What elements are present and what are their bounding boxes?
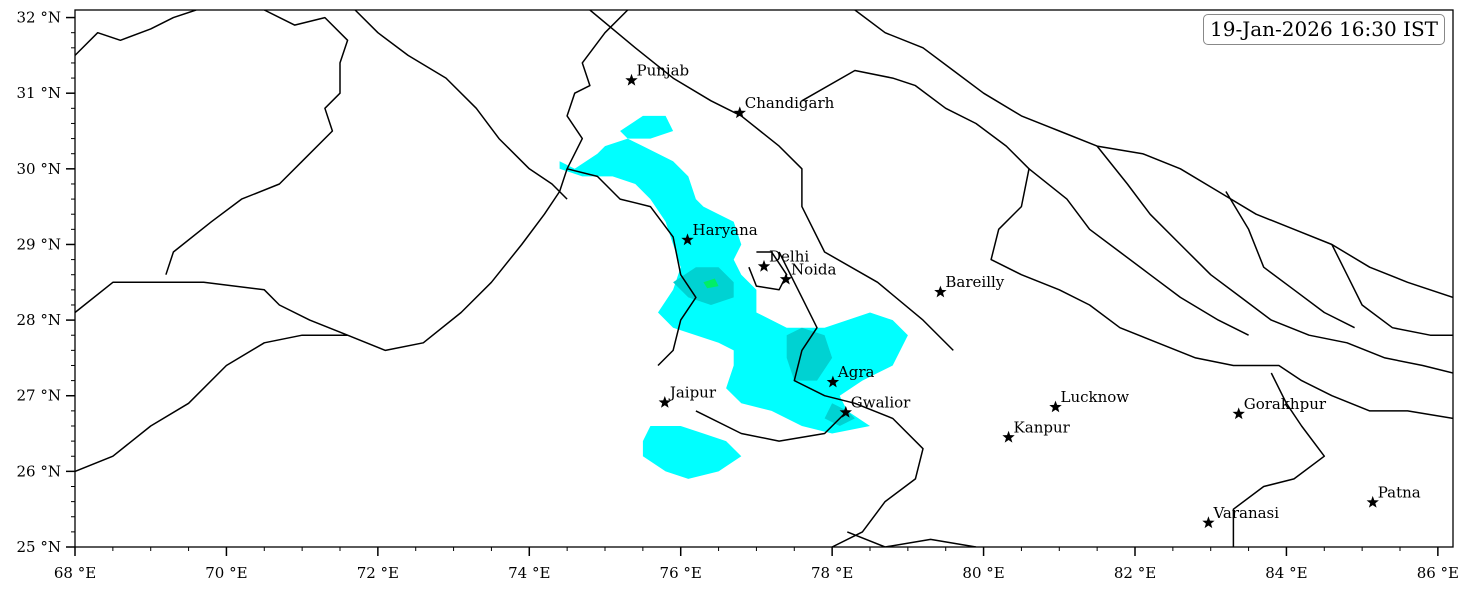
x-tick-label: 68 °E [54,564,96,582]
x-tick-label: 70 °E [205,564,247,582]
rainfall-layer [559,115,908,479]
city-label: Punjab [637,61,690,79]
boundary-line [75,10,629,352]
y-tick-label: 29 °N [17,235,61,253]
map-frame [74,9,1454,548]
boundary-layer [75,10,1453,547]
boundary-line [1232,372,1326,547]
rain-area-moderate [824,403,855,426]
city-marker-star [1232,407,1245,420]
boundary-line [75,334,348,473]
boundary-line [1096,145,1453,374]
axis-layer: 68 °E 70 °E 72 °E 74 °E 76 °E 78 °E 80 °E 82 °E… [17,9,1459,582]
x-tick-label: 82 °E [1114,564,1156,582]
rain-area-heavy [703,278,719,289]
boundary-line [1331,244,1453,336]
y-tick-label: 31 °N [17,84,61,102]
boundary-line [778,251,924,547]
rain-area-moderate [673,267,734,305]
city-marker-star [681,233,694,246]
x-tick-label: 84 °E [1265,564,1307,582]
boundary-line [847,531,977,547]
city-label: Chandigarh [745,94,835,112]
city-marker-star [826,375,840,388]
boundary-line [854,10,1453,299]
timestamp-label: 19-Jan-2026 16:30 IST [1203,14,1445,45]
rain-area-light [620,115,674,139]
y-tick-label: 32 °N [17,9,61,27]
boundary-line [801,69,1453,420]
boundary-line [354,10,568,200]
city-marker-star [1049,400,1062,413]
city-label: Varanasi [1212,504,1279,522]
city-label: Gwalior [851,393,911,411]
city-marker-star [625,73,638,86]
city-marker-star [1202,516,1215,529]
boundary-line [566,168,697,367]
city-label: Haryana [693,221,758,239]
city-marker-star [779,272,793,285]
city-label: Kanpur [1014,418,1071,436]
y-tick-label: 28 °N [17,311,61,329]
city-label: Patna [1378,483,1421,501]
city-label: Bareilly [945,273,1004,291]
rain-area-light [642,426,742,479]
x-tick-label: 72 °E [357,564,399,582]
city-label: Jaipur [668,384,717,402]
city-marker-star [934,285,947,298]
city-marker-star [658,396,671,408]
x-tick-label: 86 °E [1417,564,1459,582]
city-label: Delhi [769,247,809,265]
x-tick-label: 74 °E [508,564,550,582]
map-background [75,10,1453,547]
y-tick-label: 30 °N [17,160,61,178]
city-label: Noida [791,260,837,278]
x-tick-label: 78 °E [811,564,853,582]
city-marker-star [1002,430,1015,443]
x-tick-label: 80 °E [962,564,1004,582]
boundary-line [1028,168,1249,336]
boundary-line [75,10,197,56]
boundary-line [695,410,848,442]
boundary-line [589,10,954,351]
boundary-line [1225,191,1355,329]
y-tick-label: 25 °N [17,538,61,556]
city-marker-star [733,106,746,119]
y-tick-label: 26 °N [17,462,61,480]
city-label: Lucknow [1061,388,1130,406]
city-marker-star [839,405,852,418]
city-label: Gorakhpur [1244,395,1327,413]
city-label: Agra [837,363,875,381]
city-marker-star [757,259,771,272]
boundary-line [165,10,349,275]
x-tick-label: 76 °E [660,564,702,582]
city-marker-star [1366,495,1379,508]
y-tick-label: 27 °N [17,387,61,405]
